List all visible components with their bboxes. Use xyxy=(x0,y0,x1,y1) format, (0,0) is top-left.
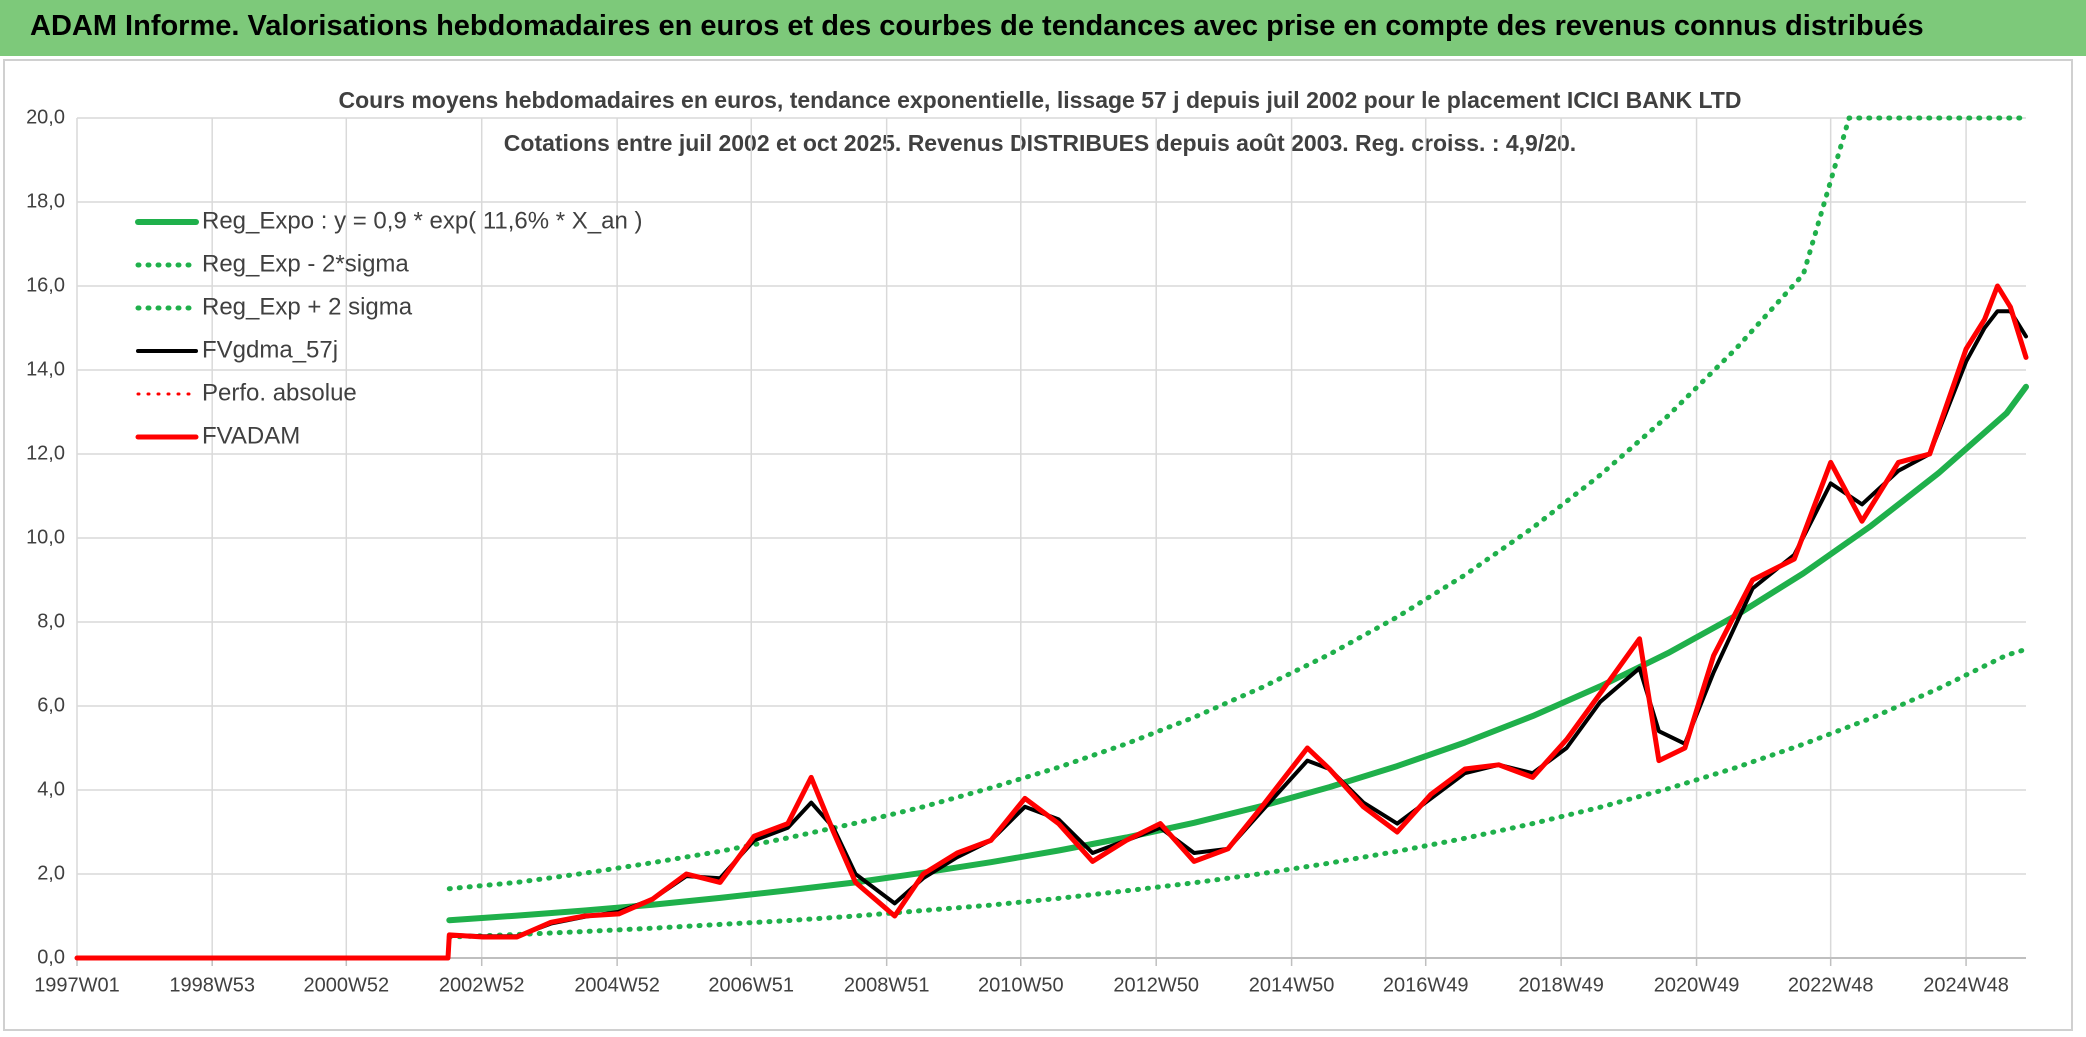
x-tick-label: 2004W52 xyxy=(574,974,660,996)
x-tick-label: 2020W49 xyxy=(1654,974,1740,996)
series-line xyxy=(446,115,2029,892)
header-title: ADAM Informe. Valorisations hebdomadaire… xyxy=(30,10,1924,42)
legend-label: Reg_Exp - 2*sigma xyxy=(202,250,409,277)
legend-label: Reg_Expo : y = 0,9 * exp( 11,6% * X_an ) xyxy=(202,207,642,234)
chart-frame xyxy=(3,59,2073,1031)
y-tick-label: 16,0 xyxy=(26,274,65,296)
chart-title: Cours moyens hebdomadaires en euros, ten… xyxy=(339,87,1742,113)
x-tick-label: 2000W52 xyxy=(303,974,389,996)
legend-label: FVgdma_57j xyxy=(202,336,338,363)
y-tick-label: 20,0 xyxy=(26,106,65,128)
legend-label: Perfo. absolue xyxy=(202,379,357,406)
x-tick-label: 2006W51 xyxy=(708,974,794,996)
chart: Cours moyens hebdomadaires en euros, ten… xyxy=(3,59,2073,1031)
x-tick-label: 2024W48 xyxy=(1923,974,2009,996)
y-tick-label: 8,0 xyxy=(37,610,65,632)
x-tick-label: 1998W53 xyxy=(169,974,255,996)
x-tick-label: 2016W49 xyxy=(1383,974,1469,996)
x-tick-label: 2014W50 xyxy=(1249,974,1335,996)
y-tick-label: 0,0 xyxy=(37,946,65,968)
y-tick-label: 14,0 xyxy=(26,358,65,380)
y-tick-label: 18,0 xyxy=(26,190,65,212)
y-tick-label: 2,0 xyxy=(37,862,65,884)
x-tick-label: 2022W48 xyxy=(1788,974,1874,996)
y-tick-label: 10,0 xyxy=(26,526,65,548)
series-line xyxy=(446,646,2029,940)
x-tick-label: 2002W52 xyxy=(439,974,525,996)
chart-subtitle: Cotations entre juil 2002 et oct 2025. R… xyxy=(504,130,1576,156)
x-tick-label: 2008W51 xyxy=(844,974,930,996)
header-bar: ADAM Informe. Valorisations hebdomadaire… xyxy=(0,0,2086,56)
legend-label: Reg_Exp + 2 sigma xyxy=(202,293,413,320)
x-tick-label: 2010W50 xyxy=(978,974,1064,996)
y-tick-label: 12,0 xyxy=(26,442,65,464)
x-tick-label: 1997W01 xyxy=(34,974,120,996)
y-tick-label: 4,0 xyxy=(37,778,65,800)
x-tick-label: 2018W49 xyxy=(1518,974,1604,996)
legend-label: FVADAM xyxy=(202,422,300,449)
series-line xyxy=(74,283,2029,961)
x-tick-label: 2012W50 xyxy=(1113,974,1199,996)
y-tick-label: 6,0 xyxy=(37,694,65,716)
